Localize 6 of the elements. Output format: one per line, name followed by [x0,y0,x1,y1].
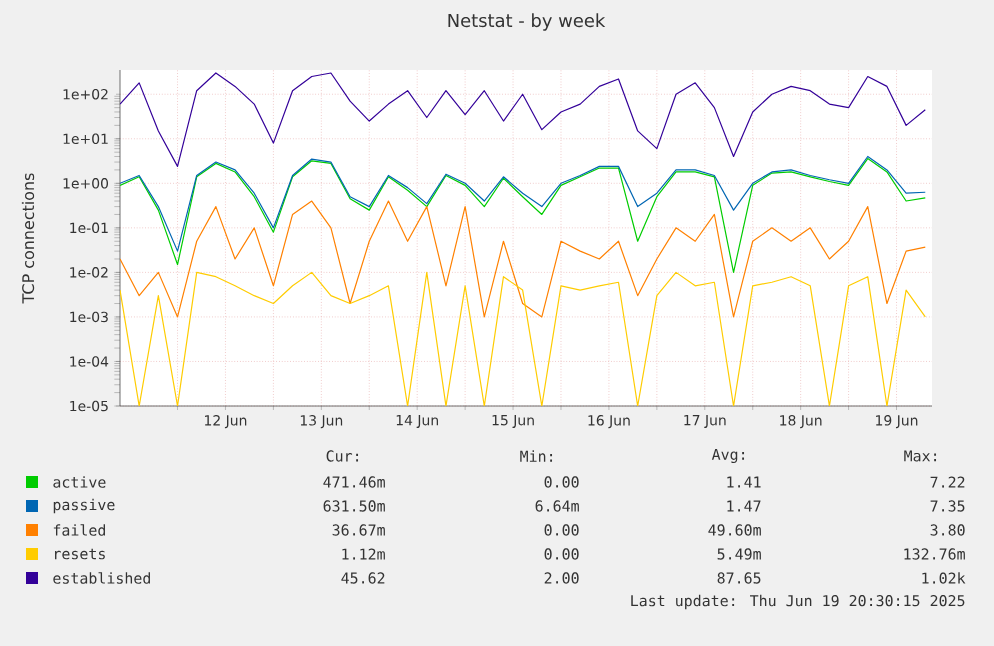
line-series [120,157,926,273]
chart-title: Netstat - by week [448,13,606,31]
line-series [120,155,926,252]
line-series [120,200,926,318]
line-series [120,271,926,406]
line-series [120,72,926,167]
